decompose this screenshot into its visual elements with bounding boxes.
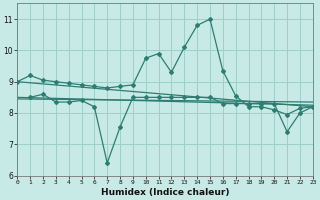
X-axis label: Humidex (Indice chaleur): Humidex (Indice chaleur) [101,188,229,197]
